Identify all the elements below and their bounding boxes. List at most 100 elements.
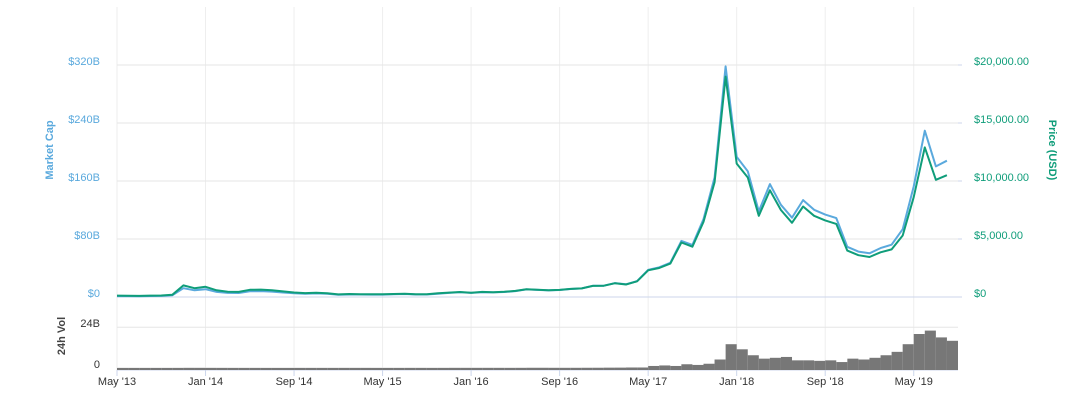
volume-bar bbox=[238, 367, 250, 370]
volume-bar bbox=[935, 337, 947, 370]
x-tick-label: Jan '16 bbox=[454, 376, 489, 388]
volume-bar bbox=[504, 367, 516, 370]
volume-bar bbox=[316, 367, 328, 370]
volume-bar bbox=[471, 367, 483, 370]
volume-bar bbox=[880, 355, 892, 370]
volume-bar bbox=[769, 357, 781, 370]
volume-bar bbox=[139, 367, 151, 370]
volume-bar bbox=[725, 344, 737, 370]
volume-bar bbox=[150, 367, 162, 370]
volume-bar bbox=[482, 367, 494, 370]
y-tick-label: $240B bbox=[68, 114, 100, 126]
volume-bar bbox=[448, 367, 461, 370]
volume-bar bbox=[603, 367, 615, 370]
volume-bar bbox=[227, 367, 239, 370]
y2-tick-label: $5,000.00 bbox=[974, 230, 1023, 242]
volume-bar bbox=[592, 367, 604, 370]
volume-bar bbox=[460, 367, 472, 370]
volume-bar bbox=[581, 367, 593, 370]
volume-bar bbox=[216, 367, 228, 370]
volume-bar bbox=[792, 360, 804, 370]
volume-bar bbox=[426, 367, 438, 370]
volume-bar bbox=[537, 367, 549, 370]
y-tick-label: $320B bbox=[68, 56, 100, 68]
volume-bar bbox=[747, 355, 759, 370]
volume-bar bbox=[205, 367, 217, 370]
volume-bar bbox=[260, 367, 272, 370]
volume-bar bbox=[902, 344, 914, 370]
x-tick-label: Jan '18 bbox=[719, 376, 754, 388]
volume-bar bbox=[294, 367, 306, 370]
volume-bar bbox=[648, 365, 660, 370]
volume-tick-label: 0 bbox=[94, 359, 100, 371]
x-tick-label: Sep '14 bbox=[276, 376, 313, 388]
volume-bar bbox=[670, 365, 682, 370]
volume-bar bbox=[393, 367, 405, 370]
volume-bar bbox=[526, 367, 538, 370]
volume-bar bbox=[493, 367, 505, 370]
volume-bar bbox=[570, 367, 582, 370]
x-tick-label: Sep '16 bbox=[541, 376, 578, 388]
volume-bar bbox=[758, 358, 770, 370]
y-tick-label: $0 bbox=[88, 288, 100, 300]
volume-bar bbox=[327, 367, 339, 370]
volume-bar bbox=[249, 367, 261, 370]
y-axis-title: Market Cap bbox=[44, 120, 56, 180]
y2-tick-label: $15,000.00 bbox=[974, 114, 1029, 126]
volume-bar bbox=[626, 367, 638, 370]
volume-bar bbox=[371, 367, 383, 370]
volume-bar bbox=[437, 367, 449, 370]
volume-bar bbox=[404, 367, 416, 370]
volume-bar bbox=[559, 367, 571, 370]
volume-bar bbox=[703, 363, 715, 370]
x-tick-label: Sep '18 bbox=[807, 376, 844, 388]
volume-bar bbox=[847, 358, 859, 370]
x-tick-label: May '15 bbox=[363, 376, 401, 388]
volume-bar bbox=[338, 367, 350, 370]
volume-bar bbox=[349, 367, 361, 370]
volume-bar bbox=[194, 367, 206, 370]
volume-bar bbox=[305, 367, 317, 370]
volume-bar bbox=[614, 367, 627, 370]
y2-axis-title: Price (USD) bbox=[1046, 120, 1058, 181]
series-line bbox=[116, 75, 948, 297]
y-tick-label: $80B bbox=[74, 230, 100, 242]
volume-tick-label: 24B bbox=[80, 318, 100, 330]
volume-bar bbox=[382, 367, 394, 370]
volume-bar bbox=[891, 351, 903, 370]
volume-bar bbox=[924, 330, 936, 370]
x-tick-label: May '13 bbox=[98, 376, 136, 388]
volume-bar bbox=[548, 367, 560, 370]
y2-tick-label: $20,000.00 bbox=[974, 56, 1029, 68]
volume-bar bbox=[780, 356, 793, 370]
volume-bar bbox=[858, 359, 870, 370]
volume-bar bbox=[814, 360, 826, 370]
x-tick-label: Jan '14 bbox=[188, 376, 223, 388]
volume-bar bbox=[271, 367, 283, 370]
y2-tick-label: $0 bbox=[974, 288, 986, 300]
volume-bar bbox=[803, 360, 815, 370]
volume-bar bbox=[736, 349, 748, 370]
volume-bar bbox=[515, 367, 527, 370]
volume-bar bbox=[714, 359, 726, 370]
volume-bar bbox=[183, 367, 195, 370]
volume-bar bbox=[913, 334, 925, 370]
volume-axis-title: 24h Vol bbox=[56, 317, 68, 355]
x-tick-label: May '19 bbox=[895, 376, 933, 388]
volume-bar bbox=[637, 367, 649, 370]
volume-bar bbox=[360, 367, 372, 370]
volume-bar bbox=[681, 364, 693, 370]
volume-bar bbox=[869, 357, 881, 370]
volume-bar bbox=[172, 367, 184, 370]
volume-bar bbox=[692, 364, 704, 370]
volume-bar bbox=[282, 367, 295, 370]
volume-bar bbox=[128, 367, 140, 370]
y2-tick-label: $10,000.00 bbox=[974, 172, 1029, 184]
volume-bar bbox=[117, 367, 129, 370]
volume-bar bbox=[659, 365, 671, 370]
volume-bar bbox=[946, 340, 958, 370]
volume-bar bbox=[825, 360, 837, 370]
x-tick-label: May '17 bbox=[629, 376, 667, 388]
volume-bar bbox=[836, 362, 848, 370]
